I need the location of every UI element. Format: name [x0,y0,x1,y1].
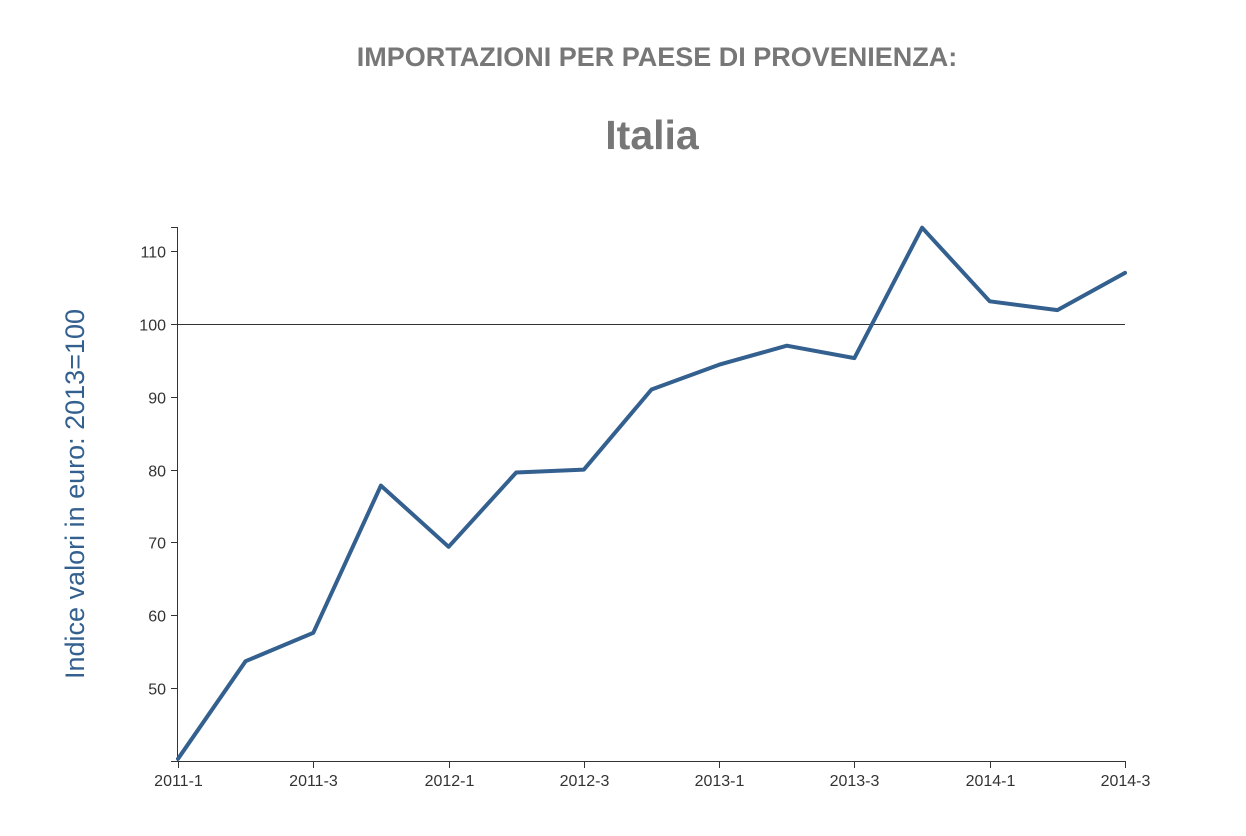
series-group [176,225,1127,761]
x-tick-label: 2012-1 [425,773,475,790]
y-tick-label: 80 [148,464,166,481]
x-tick-label: 2011-3 [289,773,338,790]
chart-title: IMPORTAZIONI PER PAESE DI PROVENIENZA: [356,42,958,72]
x-tick-label: 2013-1 [695,773,745,790]
tick-labels-group: 50 60 70 80 90 100 110 2011-1 2011-3 2012-1 2012-3… [139,245,1150,791]
x-tick-label: 2014-3 [1101,773,1151,790]
series-line-0 [176,225,1127,761]
x-tick-label: 2013-3 [830,773,880,790]
y-tick-label: 100 [139,318,166,335]
y-tick-label: 50 [148,682,166,699]
y-tick-label: 60 [148,609,166,626]
x-tick-label: 2012-3 [560,773,610,790]
chart-subtitle: Italia [605,112,699,158]
axes [171,227,1126,768]
y-axis-title: Indice valori in euro: 2013=100 [60,309,90,679]
y-tick-label: 70 [148,536,166,553]
x-tick-label: 2011-1 [154,773,203,790]
y-tick-label: 110 [140,245,166,262]
x-tick-label: 2014-1 [966,773,1016,790]
y-tick-label: 90 [148,391,166,408]
